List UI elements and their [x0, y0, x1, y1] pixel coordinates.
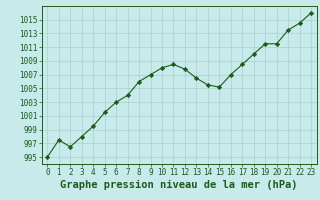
X-axis label: Graphe pression niveau de la mer (hPa): Graphe pression niveau de la mer (hPa): [60, 180, 298, 190]
